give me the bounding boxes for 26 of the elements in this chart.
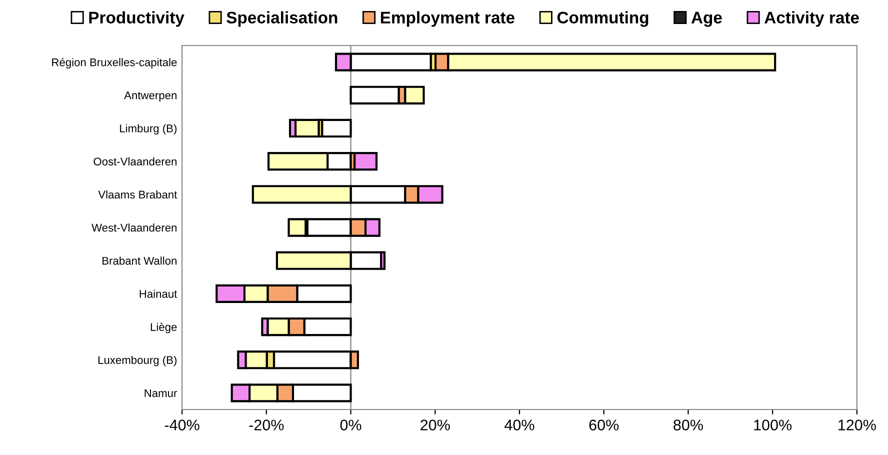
y-tick-label: Oost-Vlaanderen: [94, 157, 176, 166]
legend-label: Productivity: [89, 11, 184, 27]
legend-label: Specialisation: [226, 11, 338, 27]
y-tick-label: Brabant Wallon: [102, 256, 176, 265]
x-tick-label: 120%: [838, 420, 876, 430]
y-tick-label: West-Vlaanderen: [92, 223, 176, 232]
y-tick-label: Luxembourg (B): [98, 356, 176, 366]
x-tick-label: 80%: [674, 420, 703, 430]
y-tick-label: Namur: [144, 389, 177, 398]
x-tick-label: 20%: [420, 420, 450, 430]
legend-label: Activity rate: [764, 11, 859, 27]
x-tick-label: -40%: [164, 420, 200, 430]
x-tick-label: 60%: [589, 420, 619, 430]
y-tick-label: Région Bruxelles-capitale: [52, 58, 177, 68]
y-tick-label: Antwerpen: [124, 92, 176, 102]
y-tick-label: Vlaams Brabant: [98, 190, 178, 199]
x-tick-label: 40%: [504, 420, 534, 430]
legend-label: Employment rate: [380, 11, 514, 27]
legend-label: Commuting: [557, 11, 648, 27]
x-tick-label: -20%: [249, 420, 284, 430]
legend-label: Age: [691, 12, 722, 27]
y-tick-label: Hainaut: [140, 290, 178, 298]
x-tick-label: 100%: [754, 420, 792, 430]
y-tick-label: Liège: [150, 322, 177, 334]
x-tick-label: 0%: [340, 420, 362, 430]
y-tick-label: Limburg (B): [120, 124, 176, 135]
